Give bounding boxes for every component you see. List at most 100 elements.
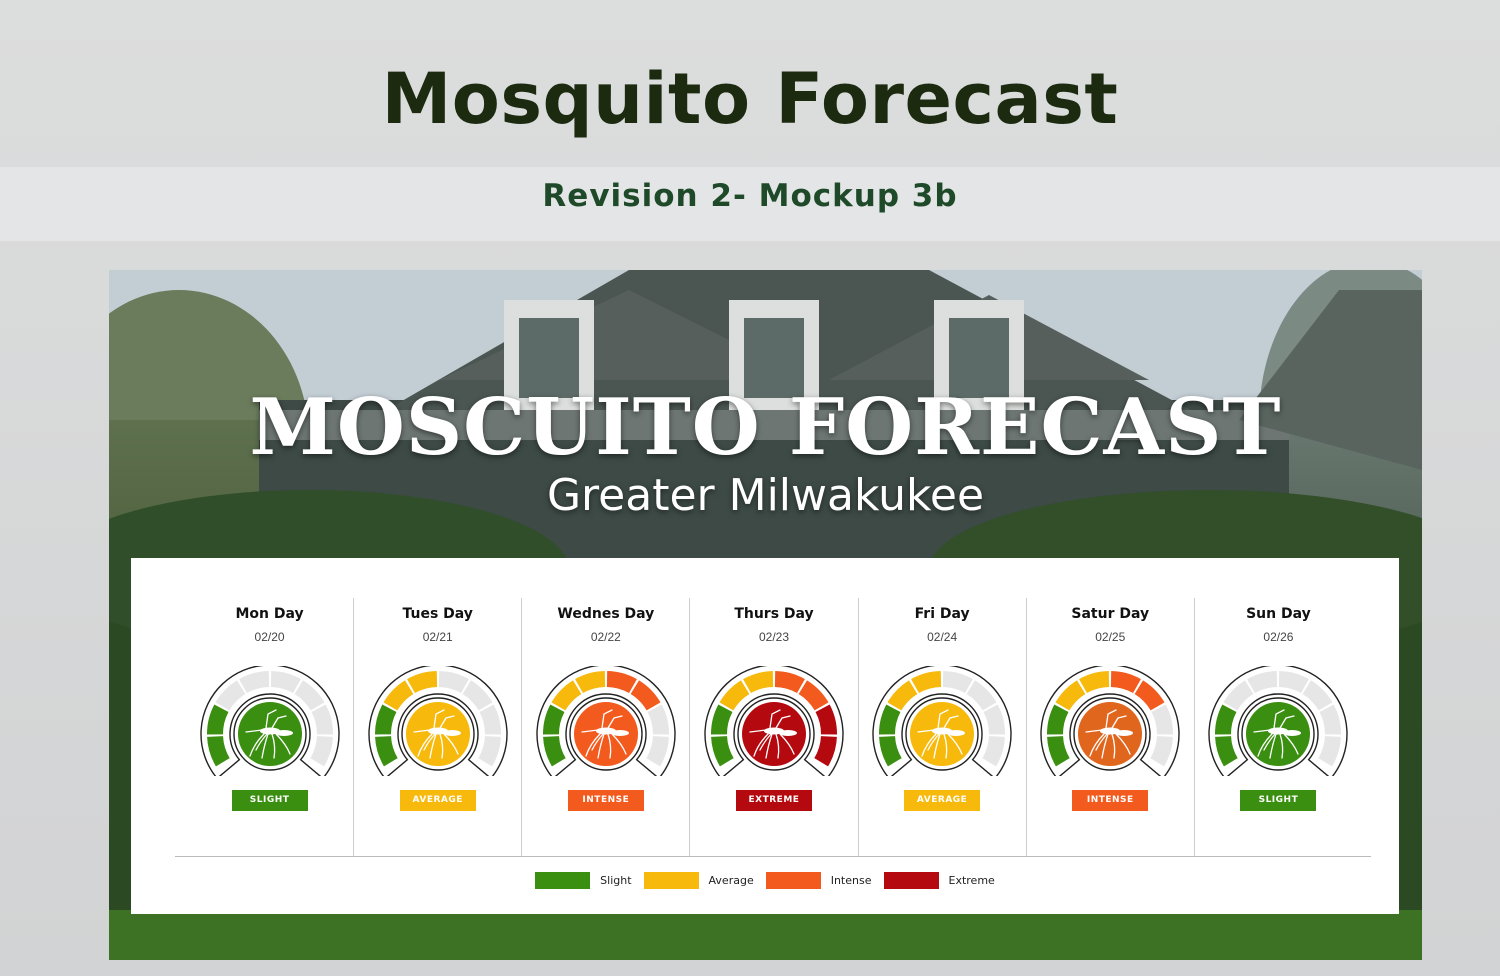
legend-label: Slight [600,874,632,887]
forecast-card: Mon Day 02/20 SLIGHT Tues Day 02/21 AVERAGE We… [131,558,1399,914]
risk-gauge [872,666,1012,776]
day-name: Thurs Day [734,606,814,622]
day-column: Sun Day 02/26 SLIGHT [1193,598,1362,856]
risk-gauge [704,666,844,776]
gauge-segment [374,704,397,735]
day-column: Fri Day 02/24 AVERAGE [857,598,1026,856]
gauge-segment [983,704,1006,735]
hero-subtitle: Greater Milwakukee [546,470,985,521]
gauge-segment [879,736,902,767]
mosquito-icon [1253,709,1302,759]
gauge-segment [646,736,669,767]
gauge-segment [1279,671,1310,694]
gauge-segment [215,680,245,711]
gauge-segment [710,704,733,735]
gauge-segment [798,680,829,711]
gauge-segment [574,671,605,694]
gauge-segment [630,680,661,711]
gauge-segment [438,671,469,694]
day-name: Mon Day [235,606,304,622]
risk-level-badge: INTENSE [567,790,644,811]
day-column: Mon Day 02/20 SLIGHT [186,598,353,856]
gauge-segment [479,704,501,735]
gauge-segment [887,680,918,711]
gauge-segment [966,680,997,711]
gauge-segment [743,671,774,694]
day-date: 02/23 [758,630,789,644]
gauge-segment [383,680,414,711]
subtitle-band [0,167,1500,241]
gauge-segment [1318,736,1342,767]
hero-title: MOSCUITO FORECAST [249,382,1282,473]
gauge-segment [982,736,1006,767]
gauge-segment [1047,736,1070,767]
legend-item: Average [643,872,754,889]
page-title: Mosquito Forecast [381,58,1119,140]
mosquito-icon [917,709,966,759]
legend: Slight Average Intense Extreme [131,872,1399,889]
card-divider [175,856,1371,857]
forecast-days: Mon Day 02/20 SLIGHT Tues Day 02/21 AVERAGE We… [186,598,1362,856]
day-date: 02/21 [422,630,453,644]
day-date: 02/26 [1263,630,1294,644]
day-date: 02/24 [927,630,958,644]
gauge-segment [1047,704,1069,735]
gauge-segment [206,736,230,767]
risk-gauge [1208,666,1349,776]
legend-swatch [643,872,699,889]
day-name: Satur Day [1071,606,1150,622]
legend-label: Extreme [948,874,995,887]
gauge-segment [1247,671,1278,694]
gauge-segment [774,671,805,694]
page-subtitle: Revision 2- Mockup 3b [542,178,958,214]
day-date: 02/20 [254,630,285,644]
gauge-segment [647,704,669,735]
mosquito-icon [581,709,629,759]
risk-gauge [536,666,676,776]
legend-item: Intense [765,872,872,889]
gauge-segment [1150,736,1174,767]
risk-level-badge: AVERAGE [399,790,476,811]
gauge-segment [542,704,565,735]
gauge-segment [374,736,398,767]
risk-gauge [199,666,340,776]
risk-level-badge: SLIGHT [1240,790,1317,811]
risk-level-badge: SLIGHT [231,790,308,811]
day-column: Thurs Day 02/23 EXTREME [689,598,857,856]
gauge-segment [238,671,269,694]
mosquito-icon [244,709,293,759]
legend-swatch [765,872,821,889]
risk-gauge [368,666,508,776]
gauge-segment [1223,680,1254,711]
gauge-segment [206,704,229,735]
gauge-segment [311,704,333,735]
day-name: Tues Day [402,606,473,622]
gauge-segment [1319,704,1342,735]
risk-level-badge: AVERAGE [904,790,981,811]
gauge-segment [1134,680,1165,711]
day-name: Fri Day [914,606,970,622]
legend-label: Average [708,874,754,887]
gauge-segment [1215,704,1237,735]
day-column: Satur Day 02/25 INTENSE [1025,598,1194,856]
mosquito-icon [413,709,461,759]
gauge-segment [814,736,837,767]
gauge-segment [911,671,942,694]
day-column: Wednes Day 02/22 INTENSE [521,598,689,856]
risk-level-badge: INTENSE [1072,790,1149,811]
day-date: 02/25 [1095,630,1126,644]
gauge-segment [879,704,901,735]
gauge-segment [1151,704,1174,735]
gauge-segment [270,671,301,694]
gauge-segment [815,704,837,735]
gauge-segment [1215,736,1239,767]
day-column: Tues Day 02/21 AVERAGE [353,598,521,856]
risk-gauge [1040,666,1180,776]
gauge-segment [1303,680,1333,711]
gauge-segment [309,736,333,767]
gauge-segment [462,680,493,711]
day-date: 02/22 [590,630,621,644]
gauge-segment [542,736,566,767]
legend-swatch [883,872,939,889]
legend-item: Slight [535,872,632,889]
